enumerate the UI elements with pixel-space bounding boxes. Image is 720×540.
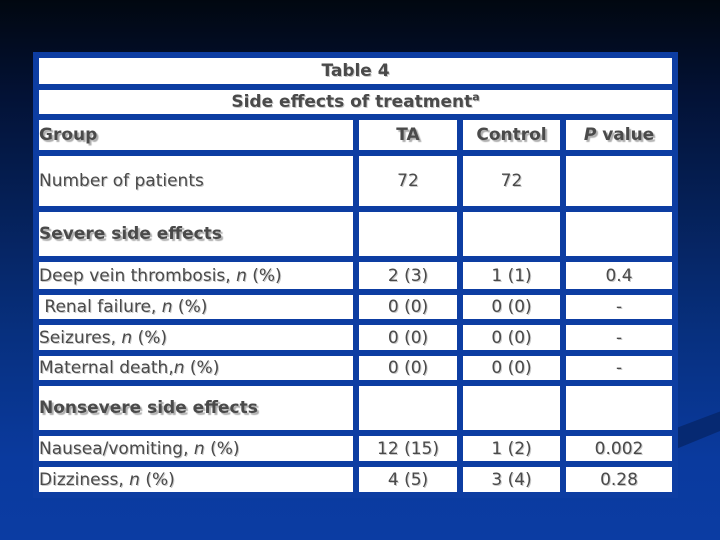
row-label: Seizures, n (%) (33, 319, 359, 356)
table-row-maternal-death: Maternal death,n (%) 0 (0) 0 (0) - (33, 350, 679, 386)
section-label: Nonsevere side effects (33, 380, 359, 436)
ta-value: 0 (0) (353, 350, 463, 386)
row-label: Dizziness, n (%) (33, 461, 359, 498)
side-effects-table: Table 4 Side effects of treatmenta Group… (32, 52, 679, 498)
column-header-ta: TA (353, 114, 463, 156)
p-value: - (559, 350, 679, 386)
ta-value: 0 (0) (353, 289, 463, 325)
ta-value: 4 (5) (353, 461, 463, 498)
control-value: 1 (1) (457, 256, 566, 295)
section-label: Severe side effects (33, 206, 359, 262)
p-value: - (559, 319, 679, 356)
row-label: Nausea/vomiting, n (%) (33, 430, 359, 467)
row-label: Number of patients (33, 150, 359, 212)
p-value (559, 150, 679, 212)
ta-value: 72 (353, 150, 463, 212)
p-value: - (559, 289, 679, 325)
control-value: 0 (0) (457, 319, 566, 356)
p-value (559, 380, 679, 436)
table-row-renal-failure: Renal failure, n (%) 0 (0) 0 (0) - (33, 289, 679, 325)
control-value: 72 (457, 150, 566, 212)
p-value: 0.002 (559, 430, 679, 467)
control-value (457, 206, 566, 262)
control-value (457, 380, 566, 436)
column-header-control: Control (457, 114, 566, 156)
table-title: Table 4 (32, 52, 679, 90)
control-value: 0 (0) (457, 289, 566, 325)
table-row-nausea-vomiting: Nausea/vomiting, n (%) 12 (15) 1 (2) 0.0… (33, 430, 679, 467)
header-row: Group TA Control P value (33, 114, 679, 156)
table-row-seizures: Seizures, n (%) 0 (0) 0 (0) - (33, 319, 679, 356)
table-row-deep-vein-thrombosis: Deep vein thrombosis, n (%) 2 (3) 1 (1) … (33, 256, 679, 295)
section-row-severe-side-effects: Severe side effects (33, 206, 679, 262)
table-subtitle-row: Side effects of treatmenta (32, 84, 679, 120)
ta-value: 12 (15) (353, 430, 463, 467)
row-label: Deep vein thrombosis, n (%) (33, 256, 359, 295)
control-value: 3 (4) (457, 461, 566, 498)
subtitle-superscript: a (472, 90, 480, 104)
subtitle-text: Side effects of treatment (231, 92, 473, 112)
table-row-number-of-patients: Number of patients 72 72 (33, 150, 679, 212)
table-row-dizziness: Dizziness, n (%) 4 (5) 3 (4) 0.28 (33, 461, 679, 498)
ta-value (353, 380, 463, 436)
p-value: 0.28 (559, 461, 679, 498)
control-value: 0 (0) (457, 350, 566, 386)
p-value (559, 206, 679, 262)
p-value: 0.4 (559, 256, 679, 295)
table-subtitle: Side effects of treatmenta (32, 84, 679, 120)
table-title-row: Table 4 (32, 52, 679, 90)
column-header-p-value: P value (559, 114, 679, 156)
ta-value (353, 206, 463, 262)
row-label: Maternal death,n (%) (33, 350, 359, 386)
column-header-group: Group (33, 114, 359, 156)
control-value: 1 (2) (457, 430, 566, 467)
ta-value: 2 (3) (353, 256, 463, 295)
section-row-nonsevere-side-effects: Nonsevere side effects (33, 380, 679, 436)
ta-value: 0 (0) (353, 319, 463, 356)
row-label: Renal failure, n (%) (33, 289, 359, 325)
